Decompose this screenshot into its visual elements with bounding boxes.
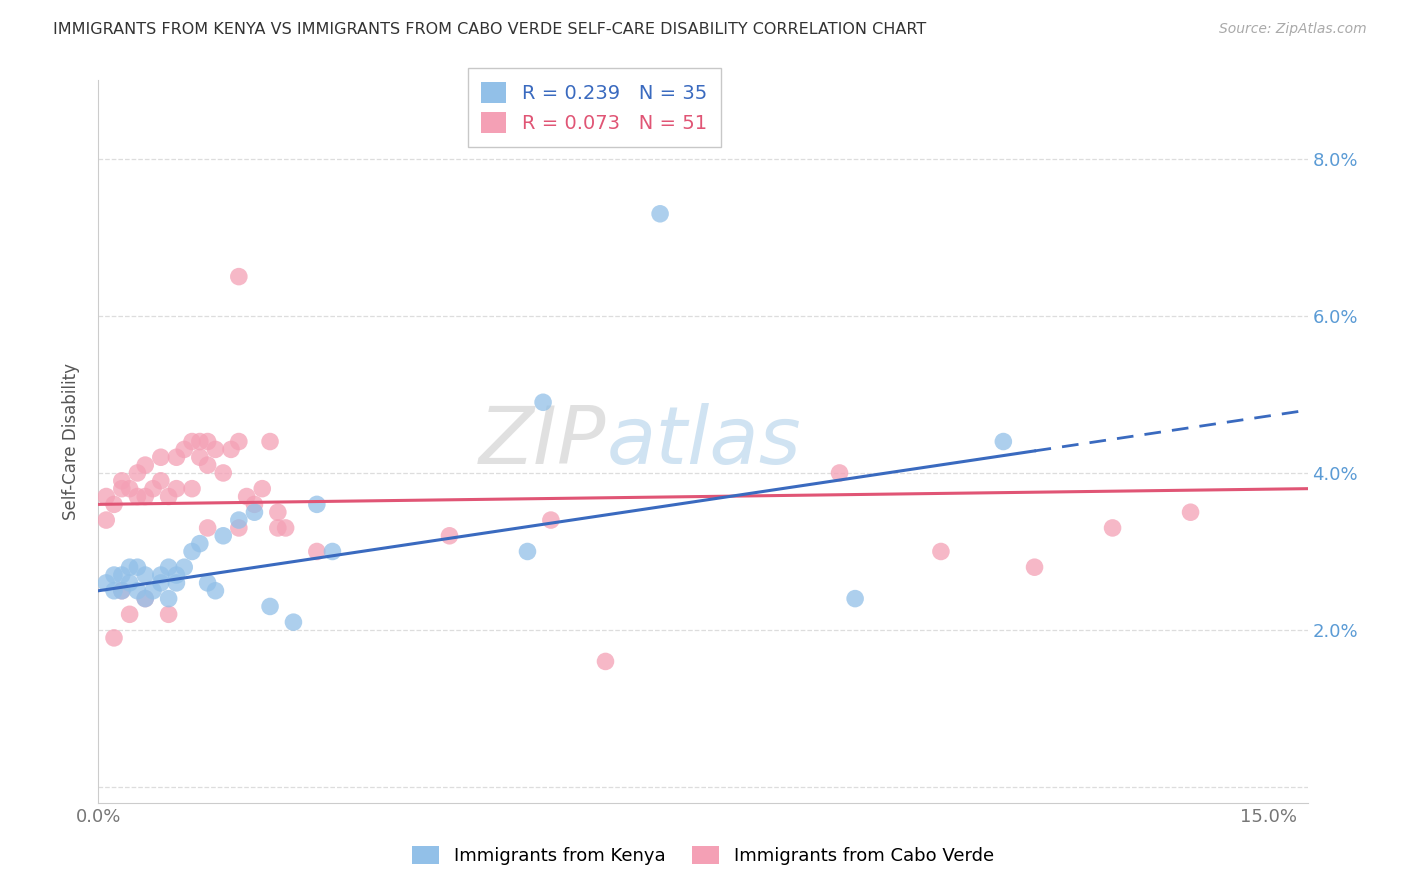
Text: Source: ZipAtlas.com: Source: ZipAtlas.com: [1219, 22, 1367, 37]
Point: [118, 482, 141, 496]
Point: [993, 434, 1015, 449]
Point: [648, 207, 671, 221]
Y-axis label: Self-Care Disability: Self-Care Disability: [62, 363, 80, 520]
Point: [228, 269, 250, 284]
Point: [127, 466, 149, 480]
Point: [103, 583, 125, 598]
Point: [181, 434, 204, 449]
Point: [212, 529, 235, 543]
Point: [516, 544, 538, 558]
Point: [173, 560, 195, 574]
Point: [103, 497, 125, 511]
Point: [305, 544, 328, 558]
Point: [321, 544, 343, 558]
Point: [197, 434, 219, 449]
Point: [134, 490, 156, 504]
Text: atlas: atlas: [606, 402, 801, 481]
Point: [267, 505, 290, 519]
Point: [118, 607, 141, 622]
Point: [274, 521, 297, 535]
Point: [118, 575, 141, 590]
Point: [243, 505, 266, 519]
Point: [142, 482, 165, 496]
Point: [228, 434, 250, 449]
Point: [181, 544, 204, 558]
Point: [96, 490, 118, 504]
Point: [844, 591, 866, 606]
Point: [204, 583, 226, 598]
Point: [929, 544, 952, 558]
Point: [157, 607, 180, 622]
Point: [127, 490, 149, 504]
Point: [103, 631, 125, 645]
Point: [439, 529, 461, 543]
Point: [188, 536, 211, 550]
Point: [259, 434, 281, 449]
Point: [165, 568, 187, 582]
Point: [111, 482, 134, 496]
Point: [149, 474, 172, 488]
Point: [134, 568, 156, 582]
Point: [540, 513, 562, 527]
Point: [173, 442, 195, 457]
Point: [111, 474, 134, 488]
Point: [157, 591, 180, 606]
Legend: R = 0.239   N = 35, R = 0.073   N = 51: R = 0.239 N = 35, R = 0.073 N = 51: [468, 69, 721, 146]
Point: [188, 434, 211, 449]
Point: [111, 583, 134, 598]
Point: [111, 583, 134, 598]
Point: [118, 560, 141, 574]
Point: [219, 442, 242, 457]
Text: IMMIGRANTS FROM KENYA VS IMMIGRANTS FROM CABO VERDE SELF-CARE DISABILITY CORRELA: IMMIGRANTS FROM KENYA VS IMMIGRANTS FROM…: [53, 22, 927, 37]
Point: [1024, 560, 1046, 574]
Point: [111, 568, 134, 582]
Point: [531, 395, 554, 409]
Point: [1180, 505, 1202, 519]
Point: [149, 568, 172, 582]
Point: [149, 575, 172, 590]
Point: [212, 466, 235, 480]
Point: [96, 575, 118, 590]
Point: [157, 560, 180, 574]
Point: [142, 583, 165, 598]
Point: [165, 450, 187, 465]
Text: ZIP: ZIP: [479, 402, 606, 481]
Point: [243, 497, 266, 511]
Point: [204, 442, 226, 457]
Point: [197, 521, 219, 535]
Point: [103, 568, 125, 582]
Point: [305, 497, 328, 511]
Point: [259, 599, 281, 614]
Legend: Immigrants from Kenya, Immigrants from Cabo Verde: Immigrants from Kenya, Immigrants from C…: [405, 838, 1001, 872]
Point: [165, 482, 187, 496]
Point: [157, 490, 180, 504]
Point: [267, 521, 290, 535]
Point: [235, 490, 257, 504]
Point: [181, 482, 204, 496]
Point: [197, 575, 219, 590]
Point: [228, 521, 250, 535]
Point: [595, 655, 617, 669]
Point: [283, 615, 305, 630]
Point: [252, 482, 274, 496]
Point: [96, 513, 118, 527]
Point: [165, 575, 187, 590]
Point: [134, 458, 156, 472]
Point: [127, 560, 149, 574]
Point: [134, 591, 156, 606]
Point: [149, 450, 172, 465]
Point: [197, 458, 219, 472]
Point: [188, 450, 211, 465]
Point: [127, 583, 149, 598]
Point: [134, 591, 156, 606]
Point: [228, 513, 250, 527]
Point: [1101, 521, 1123, 535]
Point: [828, 466, 851, 480]
